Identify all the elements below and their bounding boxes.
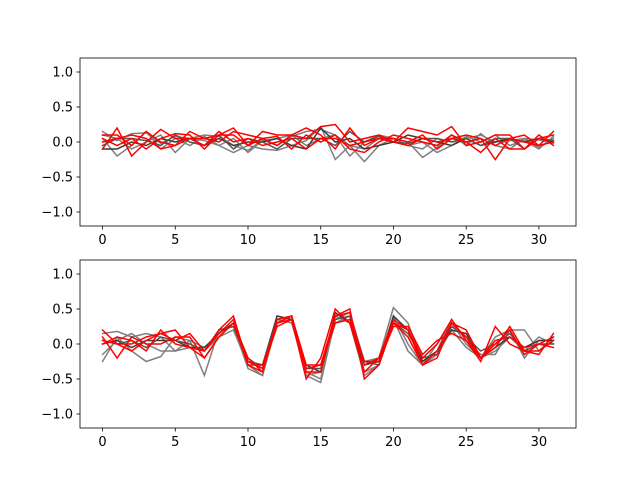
subplot-top: 0 5 10 15 20 25 30 −1.0 −0.5 0.0 0.5 1.0 bbox=[41, 57, 577, 248]
x-tick-label: 25 bbox=[458, 233, 475, 248]
x-tick-label: 5 bbox=[171, 435, 179, 450]
x-tick-label: 30 bbox=[531, 435, 548, 450]
x-tick-label: 15 bbox=[312, 435, 329, 450]
x-tick-label: 5 bbox=[171, 233, 179, 248]
x-tick-label: 10 bbox=[240, 233, 257, 248]
series-line-2 bbox=[101, 125, 555, 163]
x-tick-label: 20 bbox=[385, 233, 402, 248]
x-tick-label: 15 bbox=[312, 233, 329, 248]
y-tick-label: −0.5 bbox=[41, 171, 73, 186]
subplot-bottom: 0 5 10 15 20 25 30 −1.0 −0.5 0.0 0.5 1.0 bbox=[41, 259, 577, 450]
y-tick-label: 0.5 bbox=[52, 303, 73, 318]
series-line-8 bbox=[101, 126, 555, 161]
series-line-6 bbox=[101, 307, 555, 381]
y-tick-label: 1.0 bbox=[52, 268, 73, 283]
series-line-3 bbox=[101, 134, 555, 158]
series-line-6 bbox=[101, 123, 555, 158]
y-tick-label: −1.0 bbox=[41, 206, 73, 221]
x-tick-label: 20 bbox=[385, 435, 402, 450]
y-tick-label: 0.0 bbox=[52, 338, 73, 353]
y-tick-label: 0.0 bbox=[52, 136, 73, 151]
y-tick-label: 1.0 bbox=[52, 66, 73, 81]
x-tick-label: 0 bbox=[98, 233, 106, 248]
y-tick-label: 0.5 bbox=[52, 101, 73, 116]
x-tick-label: 0 bbox=[98, 435, 106, 450]
y-tick-label: −1.0 bbox=[41, 408, 73, 423]
y-tick-label: −0.5 bbox=[41, 373, 73, 388]
x-tick-label: 10 bbox=[240, 435, 257, 450]
x-tick-label: 30 bbox=[531, 233, 548, 248]
series-group bbox=[101, 306, 555, 384]
series-line-9 bbox=[101, 318, 555, 370]
series-line-9 bbox=[101, 130, 555, 150]
x-tick-label: 25 bbox=[458, 435, 475, 450]
series-group bbox=[101, 123, 555, 163]
